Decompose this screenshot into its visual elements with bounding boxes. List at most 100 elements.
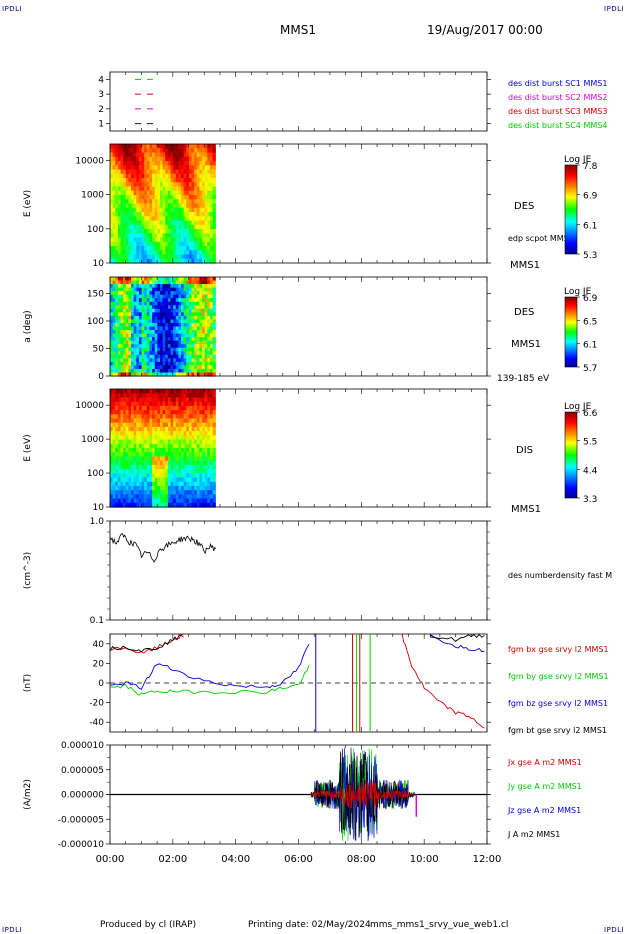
heatmap-cell: [125, 220, 130, 226]
current-y-tick-label: 0.000000: [61, 791, 104, 801]
heatmap-cell: [128, 481, 132, 487]
heatmap-cell: [115, 333, 119, 338]
heatmap-cell: [146, 237, 151, 243]
heatmap-cell: [188, 365, 193, 370]
heatmap-cell: [125, 169, 130, 175]
heatmap-cell: [173, 308, 177, 313]
heatmap-cell: [159, 347, 164, 352]
heatmap-cell: [202, 294, 206, 299]
heatmap-cell: [152, 477, 156, 483]
heatmap-cell: [138, 372, 143, 377]
heatmap-cell: [120, 372, 124, 377]
heatmap-cell: [181, 344, 185, 349]
heatmap-cell: [204, 199, 208, 205]
heatmap-cell: [173, 291, 177, 296]
heatmap-cell: [209, 340, 214, 345]
heatmap-cell: [183, 502, 187, 508]
heatmap-cell: [141, 156, 145, 162]
heatmap-cell: [181, 277, 185, 282]
des-energy-label: DES: [514, 201, 534, 212]
heatmap-cell: [196, 494, 201, 500]
heatmap-cell: [202, 173, 206, 179]
heatmap-cell: [112, 418, 116, 424]
heatmap-cell: [112, 212, 116, 217]
heatmap-cell: [138, 178, 143, 183]
heatmap-cell: [141, 178, 145, 183]
heatmap-cell: [183, 254, 187, 260]
heatmap-cell: [199, 347, 203, 352]
heatmap-cell: [212, 156, 216, 162]
heatmap-cell: [149, 393, 153, 399]
heatmap-cell: [146, 344, 151, 349]
heatmap-cell: [110, 287, 114, 292]
heatmap-cell: [188, 354, 193, 359]
heatmap-cell: [207, 301, 211, 306]
heatmap-cell: [146, 298, 151, 303]
heatmap-cell: [154, 401, 158, 407]
heatmap-cell: [173, 250, 177, 256]
heatmap-cell: [181, 485, 185, 491]
heatmap-cell: [175, 422, 180, 428]
heatmap-cell: [125, 315, 130, 321]
heatmap-cell: [152, 469, 156, 474]
heatmap-cell: [199, 241, 203, 247]
heatmap-cell: [152, 216, 156, 222]
heatmap-cell: [165, 326, 169, 331]
heatmap-cell: [170, 372, 174, 377]
heatmap-cell: [207, 224, 211, 230]
heatmap-cell: [212, 456, 216, 462]
heatmap-cell: [183, 410, 187, 415]
heatmap-cell: [173, 347, 177, 352]
heatmap-cell: [188, 333, 193, 338]
heatmap-cell: [128, 477, 132, 483]
heatmap-cell: [178, 414, 182, 420]
heatmap-cell: [131, 354, 135, 359]
heatmap-cell: [186, 144, 190, 149]
heatmap-cell: [194, 308, 198, 313]
heatmap-cell: [194, 439, 198, 445]
heatmap-cell: [159, 169, 164, 175]
heatmap-cell: [212, 494, 216, 500]
heatmap-cell: [149, 460, 153, 466]
heatmap-cell: [133, 439, 137, 445]
heatmap-cell: [146, 203, 151, 209]
heatmap-cell: [165, 280, 169, 285]
heatmap-cell: [159, 435, 164, 441]
heatmap-cell: [183, 195, 187, 200]
heatmap-cell: [125, 464, 130, 470]
heatmap-cell: [141, 494, 145, 500]
heatmap-cell: [199, 422, 203, 428]
heatmap-cell: [131, 372, 135, 377]
heatmap-cell: [141, 358, 145, 363]
heatmap-cell: [183, 156, 187, 162]
heatmap-cell: [204, 212, 208, 217]
heatmap-cell: [131, 291, 135, 296]
heatmap-cell: [112, 165, 116, 171]
heatmap-cell: [209, 207, 214, 213]
heatmap-cell: [131, 460, 135, 466]
heatmap-cell: [196, 418, 201, 424]
heatmap-cell: [112, 203, 116, 209]
heatmap-cell: [110, 439, 114, 445]
heatmap-cell: [188, 401, 193, 407]
heatmap-cell: [110, 233, 114, 239]
heatmap-cell: [152, 481, 156, 487]
heatmap-cell: [162, 368, 166, 374]
heatmap-cell: [120, 246, 124, 251]
heatmap-cell: [123, 190, 127, 196]
heatmap-cell: [162, 298, 166, 303]
heatmap-cell: [144, 291, 148, 296]
heatmap-cell: [194, 464, 198, 470]
heatmap-cell: [123, 280, 127, 285]
heatmap-cell: [136, 190, 140, 196]
heatmap-cell: [165, 347, 169, 352]
heatmap-cell: [167, 401, 172, 407]
heatmap-cell: [115, 212, 119, 217]
heatmap-cell: [128, 456, 132, 462]
heatmap-cell: [125, 426, 130, 432]
heatmap-cell: [146, 456, 151, 462]
heatmap-cell: [186, 195, 190, 200]
heatmap-cell: [173, 393, 177, 399]
heatmap-cell: [204, 254, 208, 260]
heatmap-cell: [123, 337, 127, 342]
